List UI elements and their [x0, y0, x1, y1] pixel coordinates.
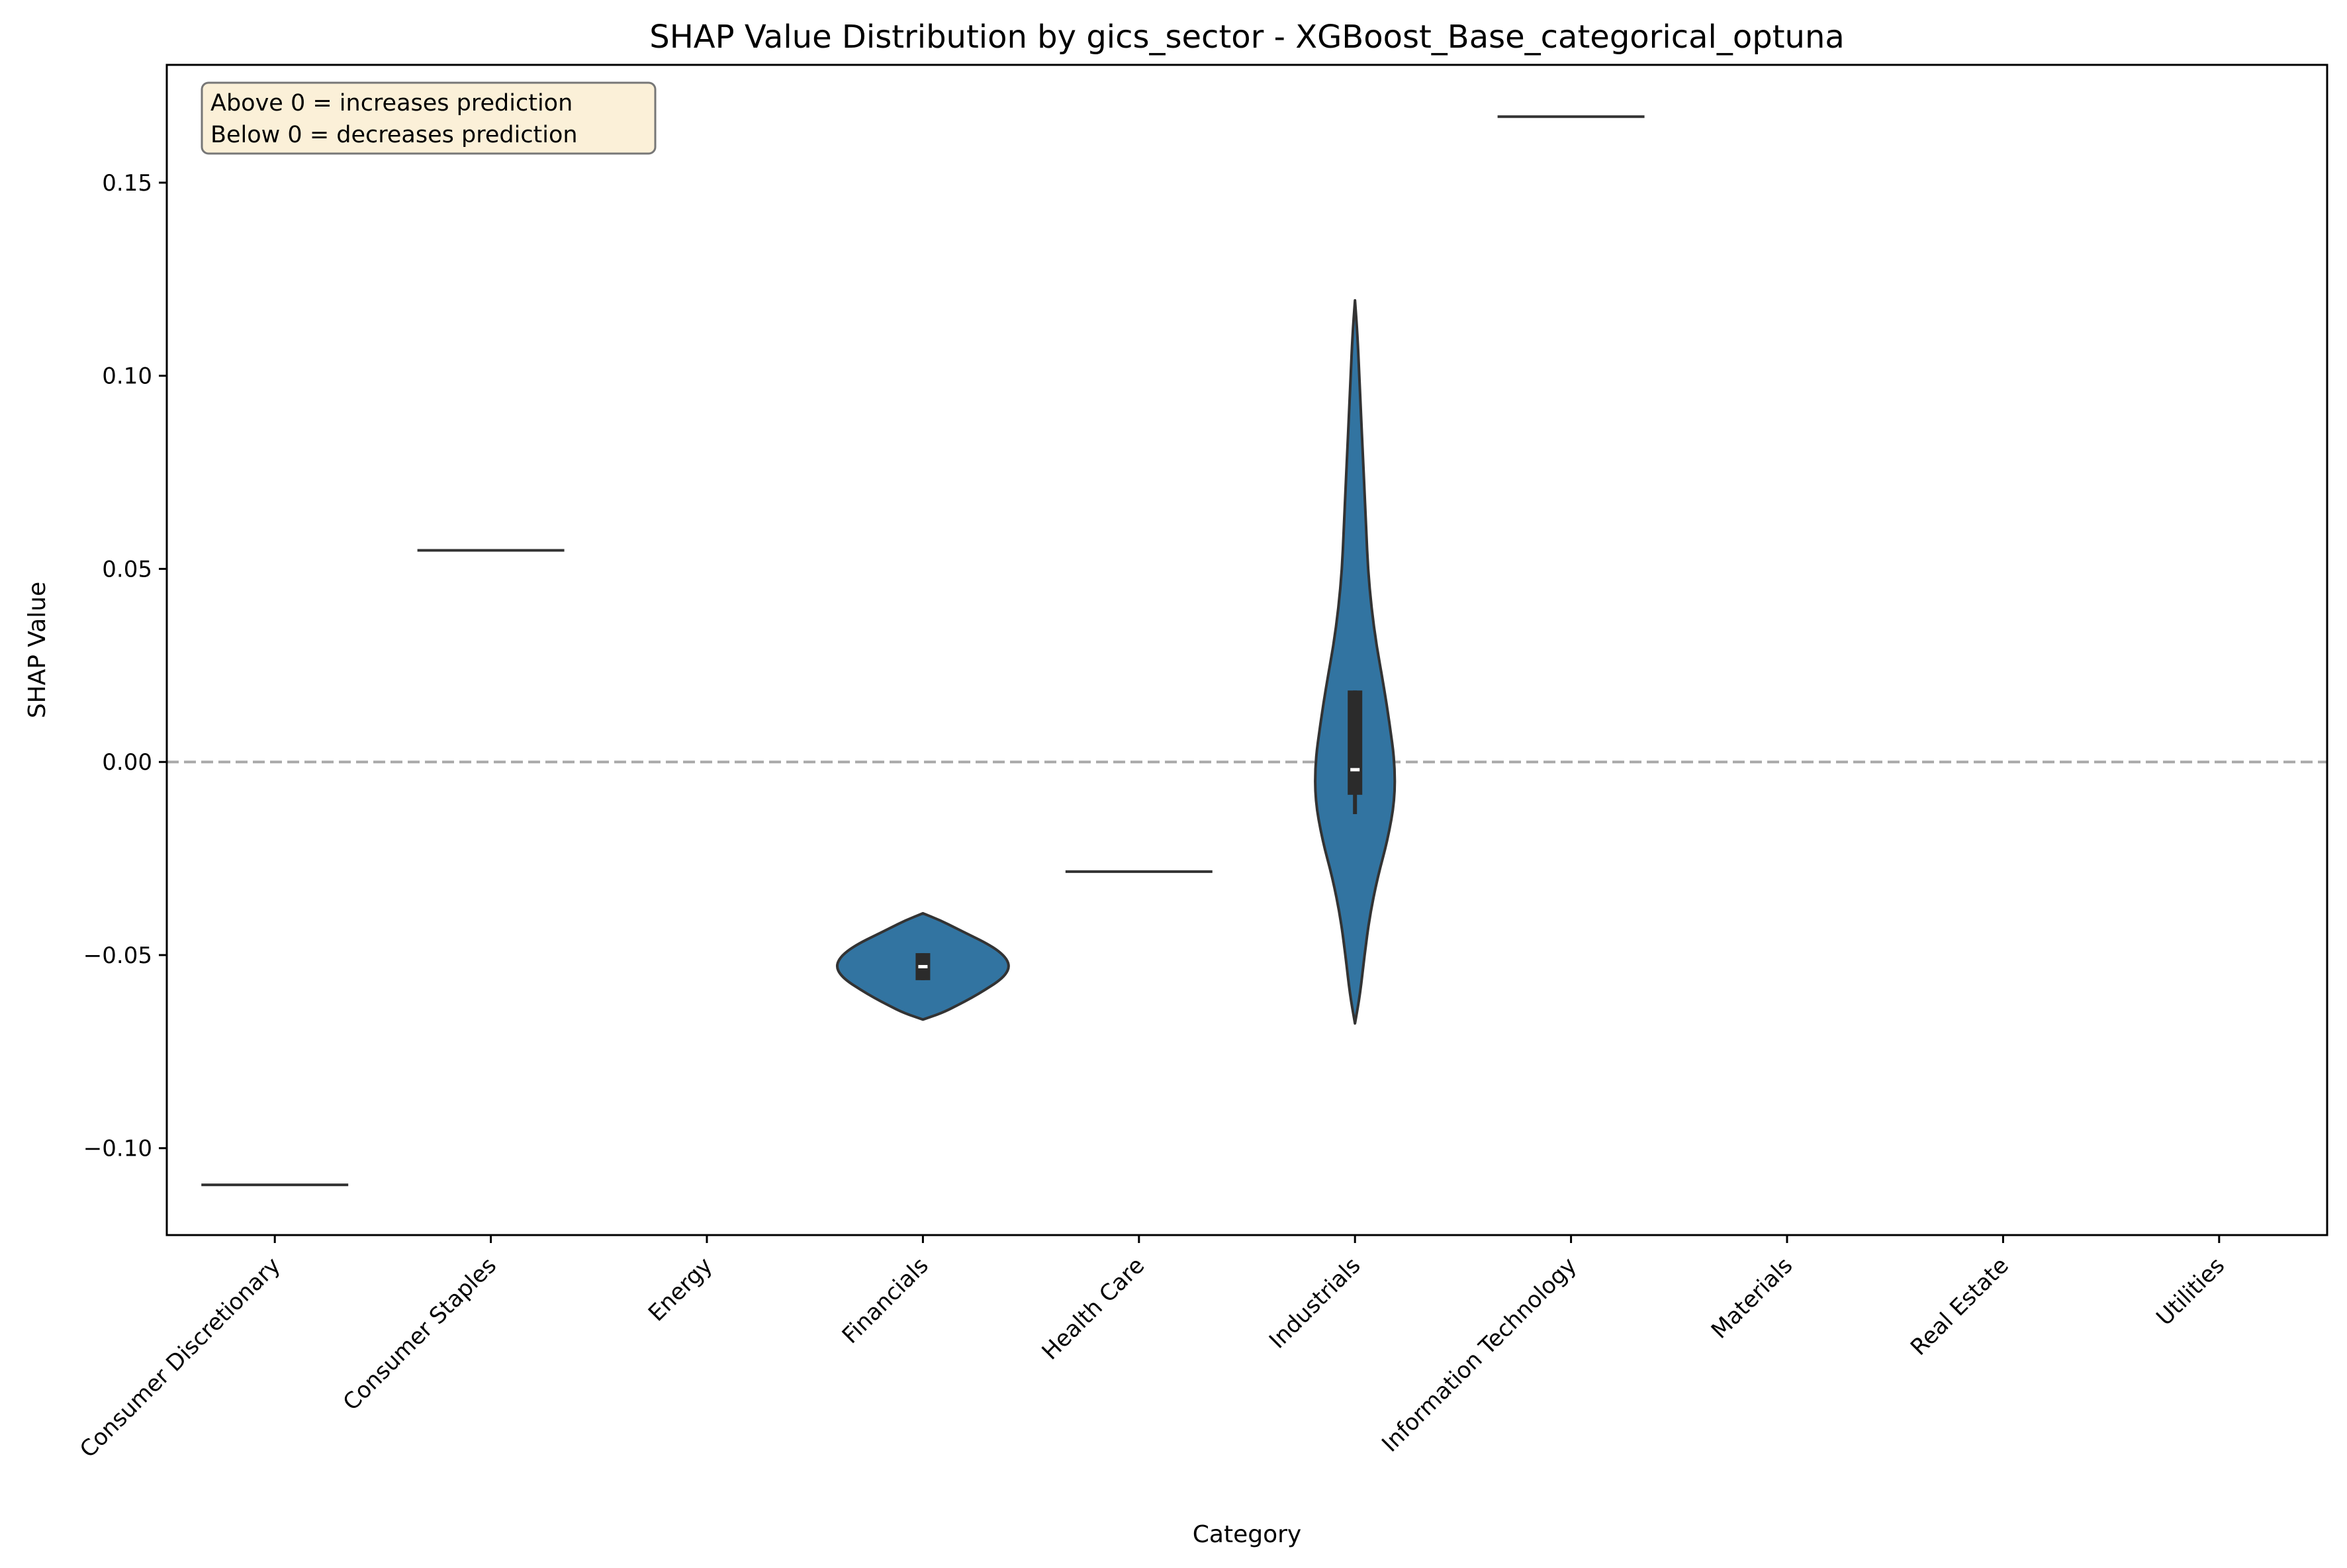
violin-iqr-box — [1348, 690, 1363, 795]
y-tick-label: −0.10 — [83, 1136, 152, 1162]
x-tick-label: Consumer Staples — [338, 1252, 502, 1416]
y-tick-label: 0.10 — [102, 363, 152, 390]
y-tick-label: 0.05 — [102, 556, 152, 582]
x-tick-label: Information Technology — [1377, 1252, 1582, 1457]
x-axis: Consumer Discretionary Consumer Staples En… — [75, 1235, 2230, 1463]
annotation-line-below: Below 0 = decreases prediction — [210, 122, 578, 148]
plot-area — [167, 65, 2327, 1235]
y-tick-label: 0.15 — [102, 170, 152, 197]
violin-body — [1314, 299, 1397, 1025]
plot-frame — [165, 64, 2328, 1236]
y-tick-label: −0.05 — [83, 943, 152, 969]
x-tick-label: Utilities — [2151, 1252, 2230, 1331]
x-tick-label: Financials — [837, 1252, 934, 1349]
x-tick-label: Real Estate — [1906, 1252, 2014, 1361]
x-axis-label: Category — [1193, 1521, 1301, 1548]
y-tick-label: 0.00 — [102, 749, 152, 776]
x-tick-label: Materials — [1706, 1252, 1798, 1344]
x-tick-label: Energy — [643, 1252, 717, 1326]
chart-title: SHAP Value Distribution by gics_sector -… — [649, 19, 1845, 56]
x-tick-label: Industrials — [1264, 1252, 1366, 1354]
y-axis-label: SHAP Value — [24, 582, 51, 719]
annotation-box: Above 0 = increases prediction Below 0 =… — [201, 81, 657, 155]
x-tick-label: Health Care — [1037, 1252, 1150, 1365]
x-tick-label: Consumer Discretionary — [75, 1252, 286, 1463]
violin-marks — [201, 115, 1645, 1187]
annotation-line-above: Above 0 = increases prediction — [210, 90, 573, 116]
y-axis: −0.10 −0.05 0.00 0.05 0.10 0.15 — [83, 170, 167, 1162]
